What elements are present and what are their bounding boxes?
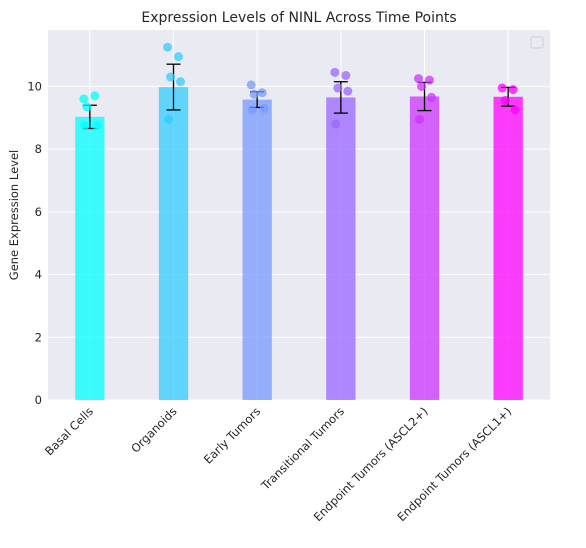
data-point [249,89,259,99]
y-tick-label: 0 [35,393,42,407]
bar [409,96,440,400]
bar [326,97,356,400]
data-point [343,86,353,96]
data-point [510,105,520,115]
bar [242,99,272,400]
chart-title: Expression Levels of NINL Across Time Po… [141,10,456,26]
data-point [427,92,436,102]
data-point [330,67,340,77]
bar [493,96,523,400]
y-tick-label: 6 [35,205,42,219]
x-tick-label: Transitional Tumors [258,404,347,493]
data-point [497,83,507,93]
data-point [164,114,173,124]
data-point [82,102,92,112]
y-tick-label: 10 [27,79,42,93]
y-tick-label: 8 [35,142,42,156]
data-point [415,114,424,124]
data-point [333,83,343,93]
data-point [331,119,341,129]
bar [158,87,189,400]
data-point [174,52,183,62]
y-tick-label: 4 [35,268,42,282]
data-point [90,91,100,101]
x-tick-labels: Basal Cells Organoids Early TumorsTransiti… [42,404,514,524]
plot-background [48,30,550,400]
data-point [80,121,90,131]
data-point [246,80,256,90]
x-tick-label: Early Tumors [201,404,263,466]
data-point [163,42,172,52]
data-point [92,121,102,131]
bars [75,87,523,401]
data-point [247,105,257,115]
y-tick-label: 2 [35,330,42,344]
data-point [414,74,423,84]
data-point [79,94,89,104]
data-point [259,103,269,113]
data-point [425,75,434,85]
data-point [176,77,185,87]
y-axis-label: Gene Expression Level [7,150,21,280]
data-points [79,42,520,131]
data-point [341,70,351,80]
data-point [500,96,510,106]
data-point [166,72,175,82]
data-point [508,85,518,95]
x-tick-label: Organoids [128,404,179,455]
legend-box [530,36,544,49]
data-point [417,81,426,91]
data-point [257,88,267,98]
x-tick-label: Basal Cells [42,404,96,458]
bar [75,116,105,401]
y-tick-labels: 0 2 4 6 8 10 [27,79,42,407]
